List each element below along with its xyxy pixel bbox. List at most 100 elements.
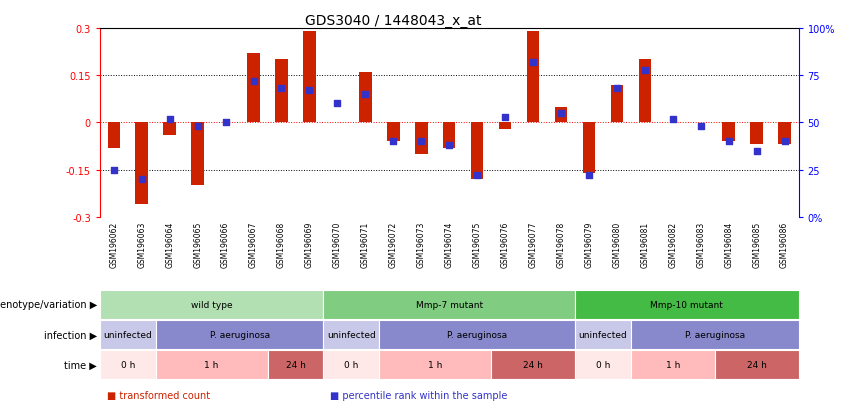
Text: GSM196065: GSM196065 <box>194 221 202 267</box>
Point <box>358 92 372 98</box>
Text: GSM196079: GSM196079 <box>584 221 594 267</box>
Text: GSM196083: GSM196083 <box>696 221 705 267</box>
Bar <box>379 350 491 380</box>
Bar <box>582 123 595 173</box>
Point <box>638 67 652 74</box>
Point <box>526 59 540 66</box>
Text: GSM196071: GSM196071 <box>361 221 370 267</box>
Text: GSM196072: GSM196072 <box>389 221 398 267</box>
Text: 24 h: 24 h <box>286 361 306 369</box>
Bar <box>359 73 372 123</box>
Text: GSM196069: GSM196069 <box>305 221 314 267</box>
Text: GSM196077: GSM196077 <box>529 221 537 267</box>
Bar <box>155 320 324 349</box>
Bar <box>100 290 324 319</box>
Text: uninfected: uninfected <box>327 330 376 339</box>
Text: 0 h: 0 h <box>121 361 135 369</box>
Bar <box>491 350 575 380</box>
Text: GSM196081: GSM196081 <box>641 221 649 267</box>
Bar <box>100 320 155 349</box>
Bar <box>324 320 379 349</box>
Text: genotype/variation ▶: genotype/variation ▶ <box>0 299 97 310</box>
Text: 0 h: 0 h <box>345 361 358 369</box>
Point <box>386 139 400 145</box>
Text: uninfected: uninfected <box>579 330 628 339</box>
Bar <box>575 290 799 319</box>
Bar <box>631 320 799 349</box>
Text: time ▶: time ▶ <box>64 360 97 370</box>
Text: GSM196064: GSM196064 <box>165 221 174 267</box>
Text: 24 h: 24 h <box>523 361 543 369</box>
Title: GDS3040 / 1448043_x_at: GDS3040 / 1448043_x_at <box>305 14 482 28</box>
Bar <box>555 107 568 123</box>
Point <box>302 88 316 94</box>
Bar <box>247 54 260 123</box>
Bar <box>631 350 714 380</box>
Point <box>582 173 595 179</box>
Point <box>135 176 148 183</box>
Bar <box>610 85 623 123</box>
Bar <box>415 123 428 154</box>
Point <box>442 142 457 149</box>
Point <box>778 139 792 145</box>
Point <box>274 86 288 93</box>
Text: GSM196085: GSM196085 <box>753 221 761 267</box>
Point <box>554 110 568 117</box>
Bar <box>639 60 651 123</box>
Text: Mmp-10 mutant: Mmp-10 mutant <box>650 300 723 309</box>
Text: GSM196074: GSM196074 <box>444 221 454 267</box>
Bar <box>275 60 288 123</box>
Text: wild type: wild type <box>191 300 233 309</box>
Point <box>247 78 260 85</box>
Point <box>219 120 233 126</box>
Text: P. aeruginosa: P. aeruginosa <box>209 330 270 339</box>
Text: GSM196067: GSM196067 <box>249 221 258 267</box>
Point <box>191 123 205 130</box>
Text: 1 h: 1 h <box>428 361 443 369</box>
Point <box>331 101 345 107</box>
Bar <box>470 123 483 180</box>
Bar <box>379 320 575 349</box>
Text: P. aeruginosa: P. aeruginosa <box>685 330 745 339</box>
Point <box>414 139 428 145</box>
Bar <box>303 32 316 123</box>
Text: uninfected: uninfected <box>103 330 152 339</box>
Bar <box>155 350 267 380</box>
Text: P. aeruginosa: P. aeruginosa <box>447 330 507 339</box>
Bar <box>163 123 176 135</box>
Text: GSM196075: GSM196075 <box>473 221 482 267</box>
Point <box>610 86 624 93</box>
Bar <box>722 123 735 142</box>
Text: GSM196070: GSM196070 <box>333 221 342 267</box>
Text: GSM196068: GSM196068 <box>277 221 286 267</box>
Bar <box>714 350 799 380</box>
Bar <box>108 123 120 148</box>
Text: GSM196086: GSM196086 <box>780 221 789 267</box>
Bar <box>191 123 204 186</box>
Bar <box>387 123 399 142</box>
Bar <box>527 32 539 123</box>
Text: GSM196082: GSM196082 <box>668 221 677 267</box>
Point <box>694 123 707 130</box>
Text: GSM196066: GSM196066 <box>221 221 230 267</box>
Text: ■ percentile rank within the sample: ■ percentile rank within the sample <box>331 390 508 401</box>
Bar <box>135 123 148 205</box>
Bar <box>324 350 379 380</box>
Text: Mmp-7 mutant: Mmp-7 mutant <box>416 300 483 309</box>
Bar <box>267 350 324 380</box>
Point <box>750 148 764 154</box>
Bar <box>499 123 511 129</box>
Text: GSM196063: GSM196063 <box>137 221 146 267</box>
Point <box>666 116 680 123</box>
Text: 1 h: 1 h <box>205 361 219 369</box>
Text: GSM196076: GSM196076 <box>501 221 510 267</box>
Bar <box>575 320 631 349</box>
Text: 24 h: 24 h <box>746 361 766 369</box>
Bar <box>575 350 631 380</box>
Text: infection ▶: infection ▶ <box>44 330 97 340</box>
Point <box>107 167 121 173</box>
Text: GSM196073: GSM196073 <box>417 221 425 267</box>
Point <box>498 114 512 121</box>
Point <box>470 173 484 179</box>
Text: GSM196084: GSM196084 <box>724 221 733 267</box>
